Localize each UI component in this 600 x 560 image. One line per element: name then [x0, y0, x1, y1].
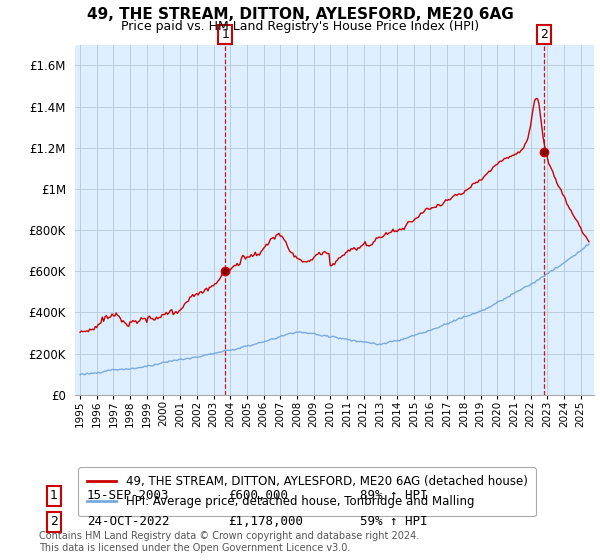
- Text: 1: 1: [50, 489, 58, 502]
- Text: 2: 2: [50, 515, 58, 529]
- Text: Price paid vs. HM Land Registry's House Price Index (HPI): Price paid vs. HM Land Registry's House …: [121, 20, 479, 33]
- Text: Contains HM Land Registry data © Crown copyright and database right 2024.
This d: Contains HM Land Registry data © Crown c…: [39, 531, 419, 553]
- Text: 89% ↑ HPI: 89% ↑ HPI: [360, 489, 427, 502]
- Text: 24-OCT-2022: 24-OCT-2022: [87, 515, 170, 529]
- Text: 49, THE STREAM, DITTON, AYLESFORD, ME20 6AG: 49, THE STREAM, DITTON, AYLESFORD, ME20 …: [86, 7, 514, 22]
- Text: 2: 2: [540, 27, 548, 41]
- Text: 15-SEP-2003: 15-SEP-2003: [87, 489, 170, 502]
- Legend: 49, THE STREAM, DITTON, AYLESFORD, ME20 6AG (detached house), HPI: Average price: 49, THE STREAM, DITTON, AYLESFORD, ME20 …: [79, 467, 536, 516]
- Text: 1: 1: [221, 27, 229, 41]
- Text: £600,000: £600,000: [228, 489, 288, 502]
- Text: £1,178,000: £1,178,000: [228, 515, 303, 529]
- Text: 59% ↑ HPI: 59% ↑ HPI: [360, 515, 427, 529]
